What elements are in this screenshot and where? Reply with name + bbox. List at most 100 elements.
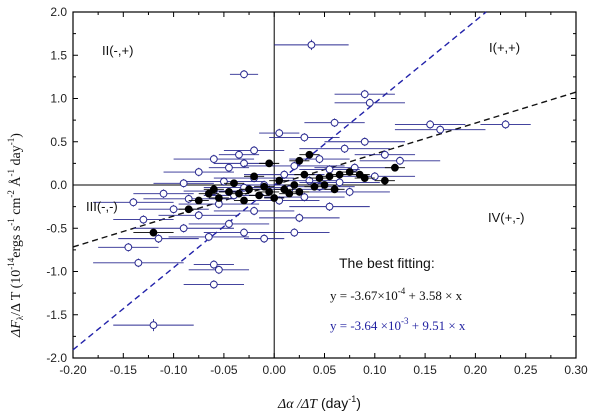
data-point-filled [354,174,375,182]
fit-equation-blue: y = -3.64 ×10-3 + 9.51 × x [330,316,466,333]
point-marker [129,198,138,207]
data-point-open [274,39,349,51]
point-marker [194,211,203,220]
data-point-filled [223,179,245,188]
y-tick-label: 2.0 [50,5,67,19]
point-marker [280,185,289,194]
data-point-open [218,150,260,160]
point-marker [300,133,309,142]
y-tick-label: -2.0 [46,351,67,365]
data-point-open [244,161,345,171]
point-marker [240,159,248,168]
point-marker [360,137,369,146]
point-marker [209,280,218,289]
point-marker [305,150,314,159]
data-point-open [354,150,416,160]
data-point-open [118,234,199,243]
data-point-open [188,265,250,275]
data-point-open [229,69,259,79]
point-marker [295,213,304,222]
data-point-open [153,178,214,188]
point-marker [330,185,339,194]
point-marker [325,172,334,181]
point-marker [501,120,510,129]
data-point-open [299,178,380,187]
data-point-open [259,228,330,237]
point-marker [139,215,148,224]
point-marker [315,155,324,163]
best-fit-title: The best fitting: [339,255,435,271]
data-point-open [158,210,239,220]
point-marker [285,189,294,198]
data-point-open [113,215,174,224]
point-marker [255,191,264,200]
data-point-open [183,280,245,289]
point-marker [204,189,213,198]
point-marker [391,163,399,172]
point-marker [240,70,248,79]
point-marker [149,321,158,330]
data-point-filled [289,188,310,196]
data-point-open [244,234,285,243]
point-marker [290,162,299,170]
point-marker [426,120,435,129]
point-marker [275,129,284,138]
x-tick-label: 0.25 [514,363,538,377]
data-point-open [309,187,390,197]
point-marker [209,155,218,163]
x-tick-label: 0.15 [413,363,437,377]
data-point-filled [228,189,250,198]
data-point-filled [294,170,315,179]
data-point-open [93,258,184,268]
point-marker [265,188,274,196]
x-tick-label: 0.20 [464,363,488,377]
point-marker [360,90,369,99]
point-marker [154,234,163,243]
point-marker [360,174,369,182]
data-point-filled [178,205,199,214]
data-point-open [299,144,390,153]
quadrant-label-iv: IV(+,-) [488,210,524,225]
data-point-filled [198,189,219,198]
data-point-open [193,260,234,269]
point-marker [179,224,188,233]
data-point-open [394,125,486,134]
data-point-open [98,242,159,252]
point-marker [340,144,349,153]
point-marker [184,194,193,203]
data-point-filled [339,168,360,176]
point-marker [295,156,304,165]
quadrant-label-ii: II(-,+) [102,43,133,58]
quadrant-label-iii: III(-,-) [86,199,118,214]
data-point-open [324,137,405,147]
point-marker [124,243,133,252]
point-marker [235,189,243,198]
point-marker [179,179,188,188]
data-point-filled [259,188,280,196]
data-point-filled [264,194,285,202]
point-marker [184,205,193,214]
data-point-open [168,232,250,242]
data-point-filled [133,228,174,237]
data-point-filled [299,150,320,159]
fit-line-blue [72,11,487,351]
point-marker [310,182,319,191]
point-marker [194,196,203,205]
data-point-open [113,319,194,332]
point-marker [209,260,218,269]
x-tick-label: -0.20 [59,363,87,377]
point-marker [250,146,258,155]
point-marker [315,174,324,182]
point-marker [225,188,233,196]
data-point-filled [188,196,209,205]
x-tick-label: -0.05 [210,363,238,377]
point-marker [240,228,248,237]
point-marker [194,168,203,176]
point-marker [345,168,354,176]
point-marker [250,207,258,215]
data-point-open [213,206,295,216]
point-marker [204,233,213,241]
data-point-open [133,223,234,233]
data-point-filled [289,156,310,165]
